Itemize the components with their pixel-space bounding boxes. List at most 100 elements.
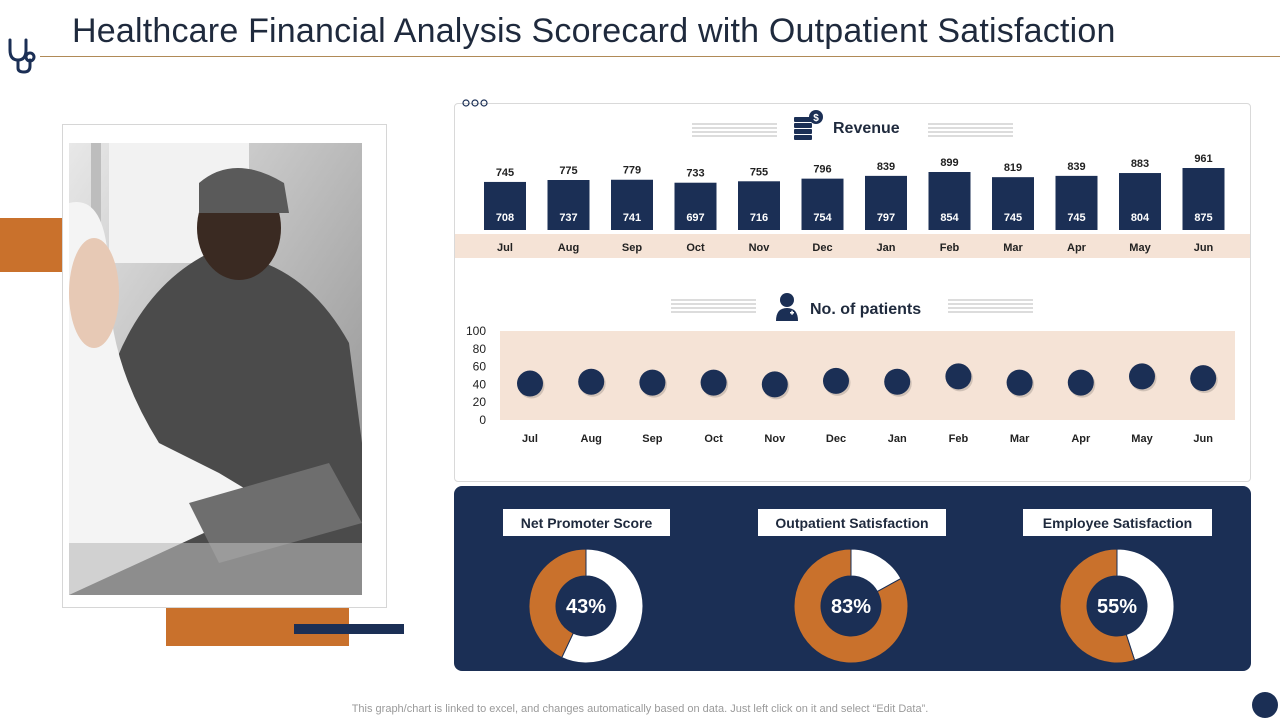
revenue-x-label: Feb — [940, 242, 960, 254]
patients-x-label: Oct — [704, 433, 723, 445]
revenue-bar-top-label: 745 — [496, 167, 514, 179]
decor-lines-left — [692, 123, 777, 137]
revenue-x-label: Jan — [877, 242, 896, 254]
kpi-value: 43% — [566, 596, 606, 618]
revenue-bar-value-label: 708 — [496, 212, 514, 224]
revenue-axis-band — [455, 234, 1250, 258]
revenue-x-label: May — [1129, 242, 1151, 254]
kpi-donut-center — [556, 576, 616, 636]
revenue-bar-top-label: 839 — [1067, 161, 1085, 173]
patients-dot — [517, 370, 543, 397]
stethoscope-icon — [8, 38, 36, 74]
patients-title: No. of patients — [810, 301, 921, 318]
revenue-bar-value-label: 797 — [877, 212, 895, 224]
patients-x-label: Nov — [764, 433, 786, 445]
revenue-bar-value-label: 875 — [1194, 212, 1212, 224]
revenue-bar-value-label: 754 — [813, 212, 832, 224]
patients-dot — [823, 367, 849, 394]
svg-text:$: $ — [813, 113, 819, 124]
revenue-bar-top-label: 819 — [1004, 162, 1022, 174]
patients-dot — [639, 369, 666, 396]
patients-x-label: Jul — [522, 433, 538, 445]
revenue-bar — [928, 172, 971, 230]
patients-dot — [945, 363, 972, 390]
decor-lines-right — [948, 299, 1033, 313]
patients-plot-area — [500, 331, 1235, 420]
revenue-bar — [674, 182, 717, 230]
revenue-x-label: Jun — [1194, 242, 1214, 254]
patients-dot — [1067, 369, 1094, 396]
patients-header: No. of patients — [671, 293, 1033, 321]
revenue-bar-value-label: 697 — [686, 212, 704, 224]
kpi-label-employee: Employee Satisfaction — [1023, 509, 1212, 536]
money-stack-icon: $ — [794, 110, 823, 140]
patients-y-tick: 100 — [466, 324, 486, 338]
more-options-icon[interactable] — [462, 98, 488, 108]
doctors-photo — [69, 143, 362, 595]
kpi-donuts: 43% 83% 55% — [528, 548, 1175, 664]
patients-y-tick: 0 — [479, 413, 486, 427]
patients-dot — [761, 371, 788, 398]
revenue-title: Revenue — [833, 120, 900, 137]
revenue-bar-top-label: 796 — [813, 164, 831, 176]
revenue-x-label: Aug — [558, 242, 579, 254]
decor-lines-left — [671, 299, 756, 313]
revenue-bar-value-label: 854 — [940, 212, 959, 224]
revenue-bar — [801, 178, 844, 230]
revenue-bar — [611, 179, 653, 230]
kpi-donut-center — [821, 576, 881, 636]
revenue-x-label: Sep — [622, 242, 642, 254]
revenue-bars: 745 708 Jul 775 737 Aug 779 741 Sep 733 697 Oct 755 7… — [484, 153, 1225, 254]
patients-x-label: Sep — [642, 433, 662, 445]
patients-x-label: Mar — [1010, 433, 1030, 445]
patients-dot — [1006, 369, 1033, 396]
patients-x-label: Apr — [1071, 433, 1091, 445]
patients-x-label: Feb — [949, 433, 969, 445]
revenue-x-label: Apr — [1067, 242, 1087, 254]
revenue-bar — [992, 177, 1034, 230]
patients-x-axis: Jul Aug Sep Oct Nov Dec Jan Feb Mar Apr May Jun — [522, 433, 1213, 445]
page-title: Healthcare Financial Analysis Scorecard … — [72, 12, 1116, 50]
revenue-bar-top-label: 883 — [1131, 158, 1149, 170]
corner-dot — [1252, 692, 1278, 718]
charts-svg: $ Revenue 745 708 Jul 775 737 Aug 779 741 Sep 733… — [455, 110, 1250, 445]
decor-orange-block-left — [0, 218, 62, 272]
revenue-bar-top-label: 961 — [1194, 153, 1212, 165]
patients-dot — [884, 368, 911, 395]
revenue-bar-top-label: 755 — [750, 166, 768, 178]
patients-y-axis: 100 80 60 40 20 0 — [466, 324, 486, 427]
patients-dot — [700, 369, 727, 396]
kpi-value: 55% — [1097, 596, 1137, 618]
kpi-label-net-promoter: Net Promoter Score — [503, 509, 670, 536]
revenue-bar-value-label: 745 — [1067, 212, 1085, 224]
revenue-bar — [738, 181, 780, 230]
patients-x-label: Jun — [1193, 433, 1213, 445]
footer-note: This graph/chart is linked to excel, and… — [351, 703, 929, 715]
doctor-person-icon — [776, 293, 798, 321]
revenue-bar-top-label: 779 — [623, 165, 641, 177]
patients-dot — [1129, 363, 1155, 390]
patients-dots — [517, 363, 1218, 400]
revenue-header: $ Revenue — [692, 110, 1013, 140]
revenue-bar-value-label: 737 — [559, 212, 577, 224]
patients-y-tick: 60 — [473, 360, 487, 374]
revenue-bar — [547, 180, 590, 230]
patients-y-tick: 80 — [473, 342, 487, 356]
revenue-x-label: Oct — [686, 242, 705, 254]
decor-navy-bar — [294, 624, 404, 634]
decor-lines-right — [928, 123, 1013, 137]
revenue-bar — [865, 175, 907, 230]
patients-y-tick: 20 — [473, 395, 487, 409]
revenue-bar — [1055, 175, 1098, 230]
patients-y-tick: 40 — [473, 377, 487, 391]
patients-x-label: Jan — [888, 433, 907, 445]
revenue-bar — [1182, 168, 1225, 230]
title-divider — [40, 56, 1280, 57]
revenue-x-label: Dec — [812, 242, 832, 254]
revenue-bar-value-label: 804 — [1131, 212, 1150, 224]
revenue-bar — [1119, 173, 1161, 230]
patients-x-label: Aug — [581, 433, 602, 445]
revenue-bar-value-label: 745 — [1004, 212, 1022, 224]
revenue-x-label: Nov — [749, 242, 771, 254]
patients-dot — [1190, 365, 1217, 392]
